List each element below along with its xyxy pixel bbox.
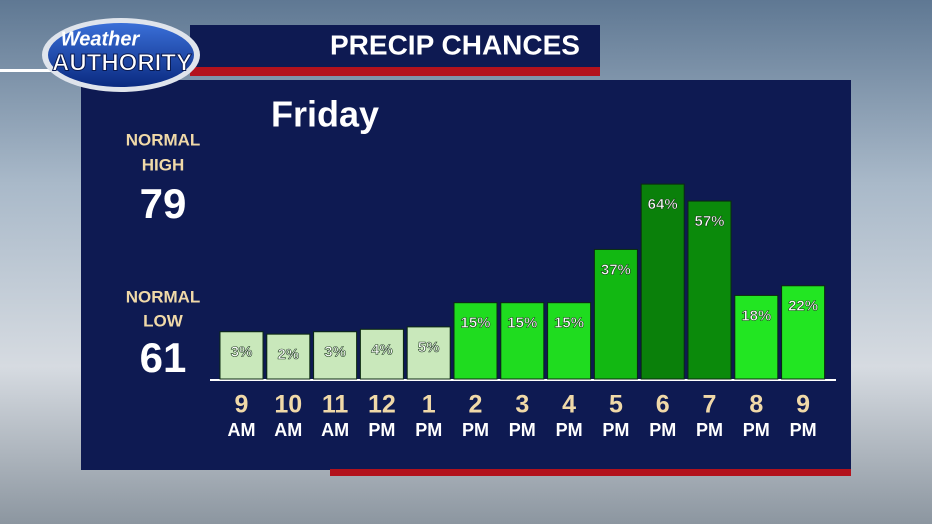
header-title: PRECIP CHANCES xyxy=(330,29,580,60)
bar xyxy=(359,328,404,380)
chart-title: Friday xyxy=(271,94,379,135)
normal-value: 79 xyxy=(140,180,187,227)
bar xyxy=(687,200,732,380)
x-tick-label: 11 xyxy=(322,391,349,419)
bar xyxy=(406,326,451,380)
x-tick-label: 1 xyxy=(422,391,436,419)
value-label: 15% xyxy=(460,315,490,332)
x-tick-period: PM xyxy=(462,420,489,440)
x-tick-period: PM xyxy=(743,420,770,440)
bar xyxy=(781,285,826,380)
x-tick-period: PM xyxy=(509,420,536,440)
x-tick-label: 5 xyxy=(609,391,623,419)
value-label: 5% xyxy=(418,339,440,356)
logo-line xyxy=(0,69,60,72)
logo-text: AUTHORITY xyxy=(52,49,192,76)
value-label: 22% xyxy=(788,298,818,315)
x-tick-period: PM xyxy=(415,420,442,440)
bar xyxy=(266,333,311,380)
bar xyxy=(593,248,638,380)
header-bar xyxy=(190,25,600,69)
x-tick-period: PM xyxy=(696,420,723,440)
x-tick-label: 9 xyxy=(796,391,810,419)
normal-value: 61 xyxy=(140,334,187,381)
value-label: 3% xyxy=(231,344,253,361)
normal-label: NORMAL xyxy=(126,130,201,149)
x-tick-label: 8 xyxy=(749,391,763,419)
bar xyxy=(453,302,498,380)
x-tick-period: PM xyxy=(602,420,629,440)
x-tick-label: 12 xyxy=(368,391,396,419)
value-label: 37% xyxy=(601,261,631,278)
value-label: 3% xyxy=(324,344,346,361)
value-label: 15% xyxy=(554,315,584,332)
header-stripe xyxy=(190,67,600,76)
bar xyxy=(313,331,358,380)
x-tick-label: 4 xyxy=(562,391,576,419)
panel-stripe xyxy=(330,469,851,476)
bar xyxy=(640,183,685,380)
x-tick-label: 3 xyxy=(515,391,529,419)
normal-label: LOW xyxy=(143,311,184,330)
value-label: 2% xyxy=(277,346,299,363)
x-tick-label: 6 xyxy=(656,391,670,419)
x-tick-period: PM xyxy=(556,420,583,440)
value-label: 57% xyxy=(694,213,724,230)
x-tick-period: AM xyxy=(228,420,256,440)
x-tick-label: 7 xyxy=(703,391,717,419)
x-tick-period: AM xyxy=(321,420,349,440)
value-label: 4% xyxy=(371,341,393,358)
logo-text: Weather xyxy=(61,28,141,50)
x-tick-period: PM xyxy=(649,420,676,440)
x-tick-label: 2 xyxy=(469,391,483,419)
normal-label: HIGH xyxy=(142,155,185,174)
value-label: 15% xyxy=(507,315,537,332)
bar xyxy=(734,294,779,380)
x-tick-label: 10 xyxy=(274,391,302,419)
x-tick-period: PM xyxy=(368,420,395,440)
value-label: 64% xyxy=(648,196,678,213)
bar xyxy=(547,302,592,380)
x-tick-label: 9 xyxy=(235,391,249,419)
logo-badge xyxy=(48,23,194,87)
x-tick-period: AM xyxy=(274,420,302,440)
normal-label: NORMAL xyxy=(126,287,201,306)
value-label: 18% xyxy=(741,307,771,324)
bar xyxy=(219,331,264,380)
x-tick-period: PM xyxy=(790,420,817,440)
bar xyxy=(500,302,545,380)
